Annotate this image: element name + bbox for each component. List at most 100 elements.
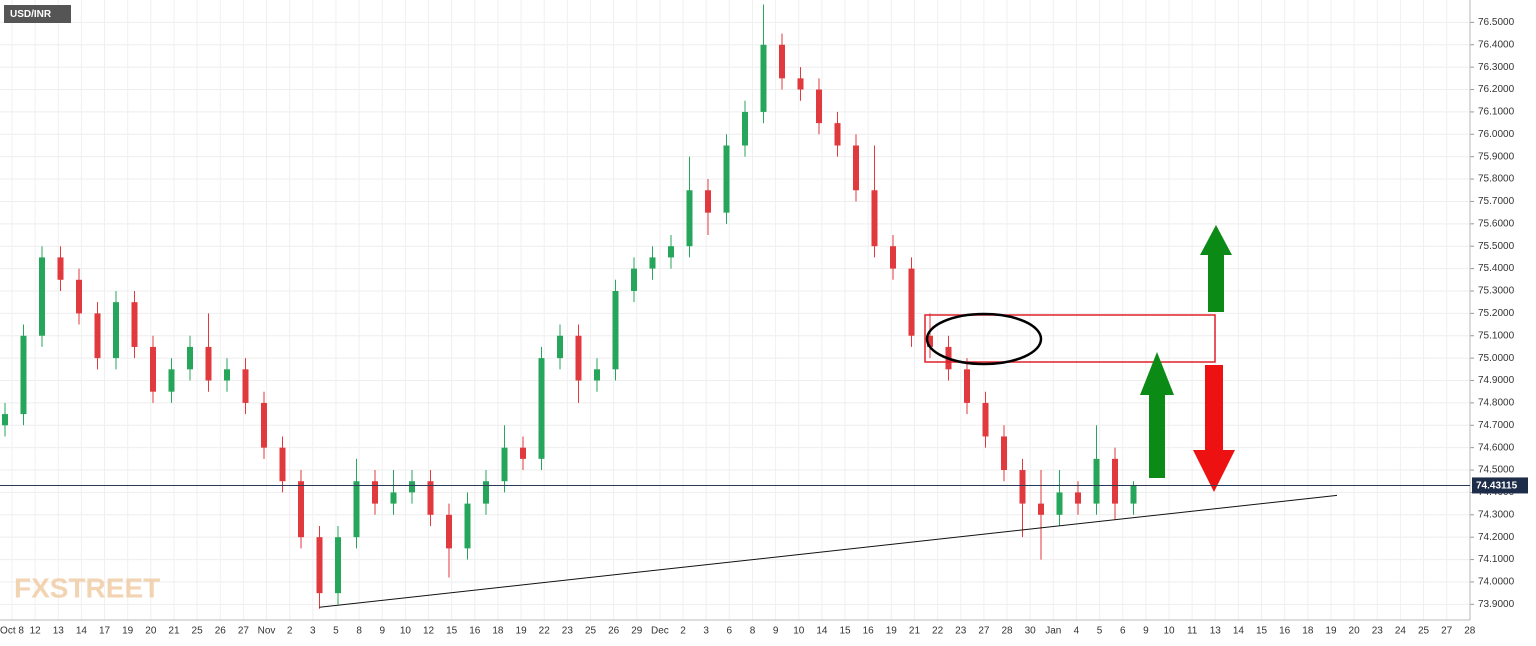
x-tick-label: 18 xyxy=(1302,626,1314,637)
y-tick-label: 75.5000 xyxy=(1478,241,1515,252)
current-price-label: 74.43115 xyxy=(1476,481,1518,492)
candle-body xyxy=(1075,492,1081,504)
x-tick-label: 24 xyxy=(1395,626,1407,637)
chart-title: USD/INR xyxy=(10,9,52,20)
y-tick-label: 74.1000 xyxy=(1478,554,1515,565)
y-tick-label: 76.1000 xyxy=(1478,107,1515,118)
candle-body xyxy=(113,302,119,359)
candle-body xyxy=(779,44,785,79)
x-tick-label: 23 xyxy=(1372,626,1384,637)
candle-body xyxy=(890,246,896,269)
y-tick-label: 75.1000 xyxy=(1478,330,1515,341)
y-tick-label: 75.7000 xyxy=(1478,196,1515,207)
x-tick-label: 9 xyxy=(1143,626,1149,637)
candle-body xyxy=(834,123,841,146)
candle-body xyxy=(723,145,730,213)
x-tick-label: 28 xyxy=(1001,626,1013,637)
candle-body xyxy=(76,279,82,314)
candle-body xyxy=(557,335,563,359)
y-tick-label: 75.0000 xyxy=(1478,353,1515,364)
y-tick-label: 75.3000 xyxy=(1478,286,1515,297)
x-tick-label: 15 xyxy=(839,626,851,637)
y-tick-label: 74.0000 xyxy=(1478,577,1515,588)
x-tick-label: 2 xyxy=(680,626,686,637)
x-tick-label: 27 xyxy=(978,626,990,637)
candle-body xyxy=(927,335,933,347)
candle-body xyxy=(705,190,711,213)
x-tick-label: 11 xyxy=(1187,626,1198,637)
candle-body xyxy=(501,447,508,482)
x-tick-label: 25 xyxy=(1418,626,1430,637)
x-tick-label: 3 xyxy=(703,626,709,637)
y-tick-label: 76.3000 xyxy=(1478,62,1515,73)
x-tick-label: 26 xyxy=(215,626,227,637)
candle-body xyxy=(335,537,341,594)
candle-body xyxy=(816,89,822,124)
y-tick-label: 76.0000 xyxy=(1478,129,1515,140)
candle-body xyxy=(298,481,304,538)
candle-body xyxy=(446,514,452,549)
y-tick-label: 74.7000 xyxy=(1478,420,1515,431)
x-tick-label: Nov xyxy=(258,626,276,637)
x-tick-label: 12 xyxy=(423,626,435,637)
candle-body xyxy=(20,335,27,415)
y-tick-label: 75.2000 xyxy=(1478,308,1515,319)
candle-body xyxy=(390,492,397,504)
candle-body xyxy=(372,481,378,504)
candle-body xyxy=(853,145,859,191)
x-tick-label: 21 xyxy=(168,626,180,637)
y-tick-label: 73.9000 xyxy=(1478,599,1515,610)
candle-body xyxy=(760,44,767,112)
candle-body xyxy=(131,302,138,347)
candle-body xyxy=(150,346,156,392)
x-tick-label: 18 xyxy=(492,626,504,637)
y-tick-label: 76.5000 xyxy=(1478,17,1515,28)
x-tick-label: 20 xyxy=(145,626,157,637)
x-tick-label: 3 xyxy=(310,626,316,637)
x-tick-label: 16 xyxy=(1279,626,1291,637)
candle-body xyxy=(1001,436,1007,471)
y-tick-label: 76.4000 xyxy=(1478,39,1515,50)
candle-body xyxy=(409,481,415,493)
x-tick-label: 12 xyxy=(30,626,42,637)
candle-body xyxy=(1093,458,1100,504)
candle-body xyxy=(1019,470,1026,504)
x-tick-label: 25 xyxy=(192,626,204,637)
x-tick-label: 10 xyxy=(400,626,412,637)
up-arrow xyxy=(1140,352,1174,478)
x-tick-label: 17 xyxy=(99,626,111,637)
x-tick-label: 26 xyxy=(608,626,620,637)
candle-body xyxy=(575,335,582,381)
x-tick-label: 13 xyxy=(1210,626,1222,637)
x-tick-label: 5 xyxy=(333,626,339,637)
x-tick-label: 9 xyxy=(773,626,779,637)
y-tick-label: 76.2000 xyxy=(1478,84,1515,95)
candle-body xyxy=(686,190,693,247)
candle-body xyxy=(668,246,674,258)
x-tick-label: 10 xyxy=(1163,626,1175,637)
x-tick-label: 15 xyxy=(1256,626,1268,637)
candle-body xyxy=(594,369,600,381)
x-tick-label: 5 xyxy=(1097,626,1103,637)
candle-body xyxy=(612,290,619,370)
current-price-box xyxy=(1472,477,1528,494)
y-tick-label: 74.3000 xyxy=(1478,509,1515,520)
x-tick-label: 19 xyxy=(122,626,134,637)
candle-body xyxy=(261,402,267,448)
grid xyxy=(0,0,1474,620)
x-tick-label: 28 xyxy=(1464,626,1476,637)
x-tick-label: 14 xyxy=(816,626,828,637)
x-tick-label: 10 xyxy=(793,626,805,637)
candle-body xyxy=(168,369,175,392)
candle-body xyxy=(205,346,212,381)
x-tick-label: 19 xyxy=(516,626,528,637)
x-tick-label: 2 xyxy=(287,626,293,637)
x-tick-label: 14 xyxy=(1233,626,1245,637)
candle-body xyxy=(1130,485,1137,504)
x-tick-label: 4 xyxy=(1074,626,1080,637)
candle-body xyxy=(316,537,323,594)
up-arrow xyxy=(1200,225,1232,312)
